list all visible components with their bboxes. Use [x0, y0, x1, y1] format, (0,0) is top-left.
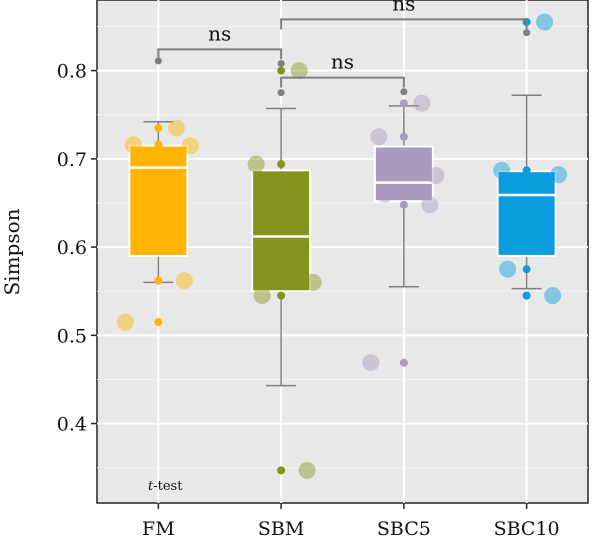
- outlier-point: [277, 60, 285, 68]
- jitter-point: [124, 136, 142, 154]
- data-point: [277, 160, 286, 169]
- data-point: [154, 141, 163, 150]
- data-point: [154, 276, 163, 285]
- data-point: [399, 99, 408, 108]
- data-point: [399, 200, 408, 209]
- jitter-point: [304, 273, 322, 291]
- jitter-point: [290, 62, 308, 80]
- data-point: [154, 179, 163, 188]
- x-tick-label: SBM: [258, 518, 304, 540]
- jitter-point: [370, 128, 388, 146]
- box-sbc10: [496, 170, 557, 257]
- jitter-point: [362, 354, 380, 372]
- plot-marks: ns ns ns: [116, 0, 568, 479]
- y-tick-label: 0.4: [57, 414, 87, 436]
- significance-label: ns: [392, 0, 415, 15]
- jitter-point: [116, 313, 134, 331]
- jitter-point: [493, 161, 511, 179]
- data-point: [277, 291, 286, 300]
- significance-bracket: [280, 18, 528, 30]
- outlier-point: [400, 88, 408, 96]
- data-point: [277, 278, 286, 287]
- outlier-point: [154, 57, 162, 65]
- x-tick-label: FM: [142, 518, 175, 540]
- outlier-point: [277, 89, 285, 97]
- x-tick-label: SBC10: [494, 518, 560, 540]
- data-point: [522, 170, 531, 179]
- data-point: [277, 466, 286, 475]
- jitter-point: [499, 260, 517, 278]
- jitter-point: [427, 167, 445, 185]
- y-tick-label: 0.8: [57, 61, 87, 83]
- jitter-point: [253, 287, 271, 305]
- jitter-point: [421, 196, 439, 214]
- y-tick-label: 0.5: [57, 325, 87, 347]
- jitter-point: [247, 155, 265, 173]
- x-tick-label: SBC5: [377, 518, 431, 540]
- data-point: [522, 265, 531, 274]
- significance-bracket: [280, 76, 405, 88]
- box-fm: [128, 144, 189, 257]
- data-point: [399, 190, 408, 199]
- jitter-point: [298, 461, 316, 479]
- jitter-point: [167, 119, 185, 137]
- jitter-point: [413, 94, 431, 112]
- jitter-point: [175, 272, 193, 290]
- jitter-point: [376, 185, 394, 203]
- significance-label: ns: [331, 50, 354, 74]
- jitter-point: [544, 287, 562, 305]
- data-point: [399, 358, 408, 367]
- data-point: [154, 318, 163, 327]
- data-point: [522, 291, 531, 300]
- significance-bracket: [157, 48, 283, 60]
- box-sbm: [251, 169, 312, 293]
- jitter-point: [536, 13, 554, 31]
- axes: 0.4 0.5 0.6 0.7 0.8 FM SBM SBC5 SBC10: [57, 61, 560, 540]
- y-tick-label: 0.6: [57, 237, 87, 259]
- data-point: [154, 123, 163, 132]
- jitter-point: [550, 166, 568, 184]
- data-point: [399, 171, 408, 180]
- data-point: [277, 66, 286, 75]
- test-label: t-test: [148, 479, 183, 494]
- data-point: [399, 132, 408, 141]
- y-tick-label: 0.7: [57, 149, 87, 171]
- significance-label: ns: [208, 21, 231, 45]
- jitter-point: [181, 137, 199, 155]
- jitter-point: [130, 175, 148, 193]
- outlier-point: [523, 29, 531, 37]
- y-axis-title: Simpson: [0, 208, 24, 295]
